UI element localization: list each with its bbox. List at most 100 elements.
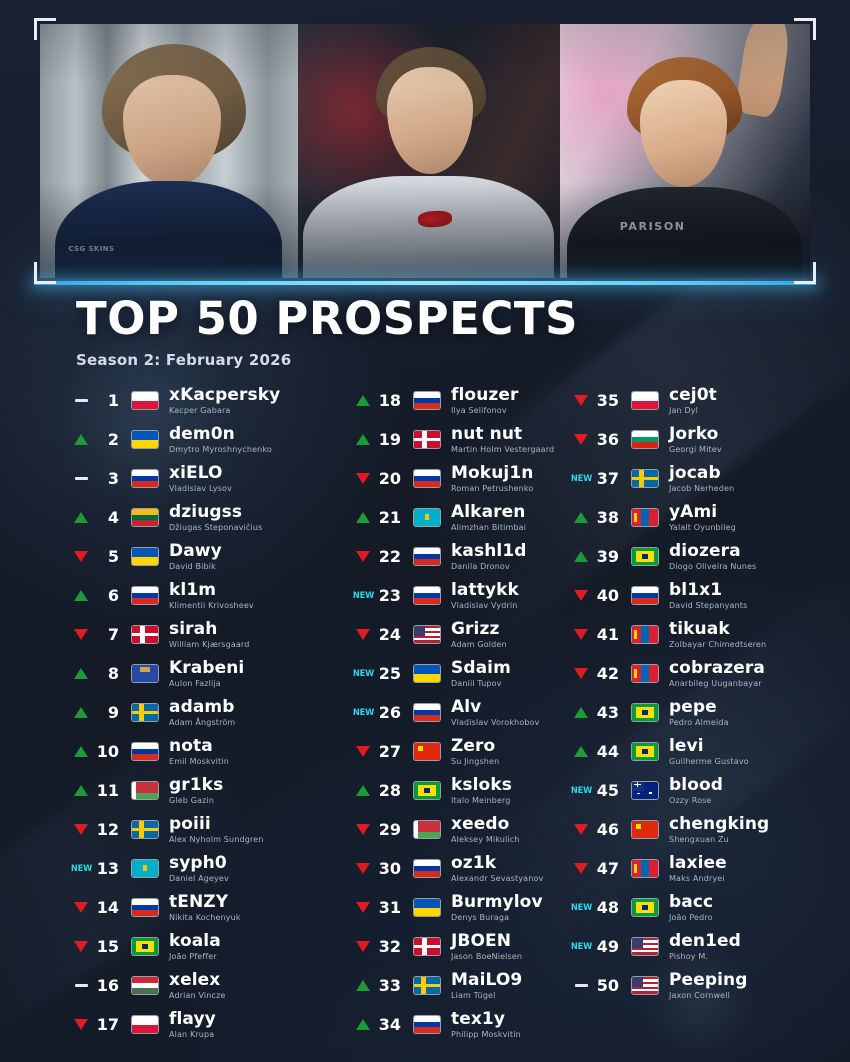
flag-icon-ru xyxy=(413,391,441,410)
prospect-row[interactable]: 27 Zero Su Jingshen xyxy=(352,732,570,771)
prospect-row[interactable]: 10 nota Emil Moskvitin xyxy=(70,732,352,771)
prospect-row[interactable]: 50 Peeping Jaxon Cornwell xyxy=(570,966,850,1005)
prospect-rank: 19 xyxy=(378,430,401,449)
flag-icon-pl xyxy=(131,1015,159,1034)
prospect-nickname: xiELO xyxy=(169,462,223,483)
prospect-rank: 14 xyxy=(96,898,119,917)
triangle-down-icon xyxy=(356,902,370,913)
prospect-rank: 21 xyxy=(378,508,401,527)
trend-down-icon xyxy=(570,824,592,835)
prospect-row[interactable]: NEW 48 bacc João Pedro xyxy=(570,888,850,927)
triangle-up-icon xyxy=(74,590,88,601)
prospect-row[interactable]: 18 flouzer Ilya Selifonov xyxy=(352,381,570,420)
prospect-real-name: Alex Nyholm Sundgren xyxy=(169,834,264,844)
prospect-real-name: Emil Moskvitin xyxy=(169,756,229,766)
prospect-nickname: cej0t xyxy=(669,384,717,405)
prospect-row[interactable]: 46 chengking Shengxuan Zu xyxy=(570,810,850,849)
prospect-row[interactable]: NEW 45 blood Ozzy Rose xyxy=(570,771,850,810)
prospect-real-name: Gleb Gazin xyxy=(169,795,215,805)
prospect-real-name: Guilherme Gustavo xyxy=(669,756,749,766)
prospect-row[interactable]: 36 Jorko Georgi Mitev xyxy=(570,420,850,459)
prospect-row[interactable]: NEW 25 Sdaim Daniil Tupov xyxy=(352,654,570,693)
prospect-row[interactable]: 22 kashl1d Danila Dronov xyxy=(352,537,570,576)
flag-icon-ru xyxy=(413,469,441,488)
prospect-rank: 50 xyxy=(596,976,619,995)
prospect-row[interactable]: 38 yAmi Yalalt Oyunbileg xyxy=(570,498,850,537)
prospect-nickname: lattykk xyxy=(451,579,519,600)
prospect-row[interactable]: 43 pepe Pedro Almeida xyxy=(570,693,850,732)
new-badge-label: NEW xyxy=(352,707,374,718)
prospect-rank: 46 xyxy=(596,820,619,839)
prospect-real-name: Džiugas Steponavičius xyxy=(169,522,263,532)
prospect-nickname: Alv xyxy=(451,696,482,717)
prospect-row[interactable]: 4 dziugss Džiugas Steponavičius xyxy=(70,498,352,537)
prospect-nickname: tikuak xyxy=(669,618,730,639)
flag-icon-br xyxy=(413,781,441,800)
prospect-row[interactable]: NEW 37 jocab Jacob Nerheden xyxy=(570,459,850,498)
prospect-row[interactable]: 41 tikuak Zolbayar Chimedtseren xyxy=(570,615,850,654)
prospect-row[interactable]: 5 Dawy David Bibik xyxy=(70,537,352,576)
prospect-row[interactable]: 33 MaiLO9 Liam Tügel xyxy=(352,966,570,1005)
prospect-identity: dziugss Džiugas Steponavičius xyxy=(169,503,262,533)
trend-up-icon xyxy=(570,512,592,523)
prospect-row[interactable]: 19 nut nut Martin Holm Vestergaard xyxy=(352,420,570,459)
prospect-row[interactable]: 20 Mokuj1n Roman Petrushenko xyxy=(352,459,570,498)
flag-icon-by xyxy=(413,820,441,839)
prospect-row[interactable]: NEW 49 den1ed Pishoy M. xyxy=(570,927,850,966)
flag-icon-ua xyxy=(131,547,159,566)
prospect-row[interactable]: NEW 23 lattykk Vladislav Vydrin xyxy=(352,576,570,615)
triangle-up-icon xyxy=(356,512,370,523)
prospect-row[interactable]: 32 JBOEN Jason BoeNielsen xyxy=(352,927,570,966)
triangle-up-icon xyxy=(356,434,370,445)
triangle-up-icon xyxy=(74,434,88,445)
prospect-row[interactable]: 31 Burmylov Denys Buraga xyxy=(352,888,570,927)
prospect-nickname: yAmi xyxy=(669,501,718,522)
prospect-row[interactable]: 12 poiii Alex Nyholm Sundgren xyxy=(70,810,352,849)
prospect-row[interactable]: 14 tENZY Nikita Kochenyuk xyxy=(70,888,352,927)
prospect-nickname: JBOEN xyxy=(451,930,512,951)
prospect-identity: Dawy David Bibik xyxy=(169,542,222,572)
prospect-row[interactable]: 44 levi Guilherme Gustavo xyxy=(570,732,850,771)
prospect-row[interactable]: 42 cobrazera Anarbileg Uuganbayar xyxy=(570,654,850,693)
prospect-row[interactable]: 39 diozera Diogo Oliveira Nunes xyxy=(570,537,850,576)
prospect-row[interactable]: 40 bl1x1 David Stepanyants xyxy=(570,576,850,615)
prospect-nickname: diozera xyxy=(669,540,741,561)
prospect-row[interactable]: 9 adamb Adam Ångström xyxy=(70,693,352,732)
flag-icon-ru xyxy=(413,703,441,722)
flag-icon-pl xyxy=(631,391,659,410)
prospect-row[interactable]: 2 dem0n Dmytro Myroshnychenko xyxy=(70,420,352,459)
prospect-row[interactable]: 35 cej0t Jan Dyl xyxy=(570,381,850,420)
prospect-identity: blood Ozzy Rose xyxy=(669,776,723,806)
trend-up-icon xyxy=(70,785,92,796)
prospect-row[interactable]: 3 xiELO Vladislav Lysov xyxy=(70,459,352,498)
prospect-row[interactable]: 21 Alkaren Alimzhan Bitimbai xyxy=(352,498,570,537)
prospect-real-name: Daniel Ageyev xyxy=(169,873,229,883)
trend-up-icon xyxy=(570,551,592,562)
prospect-row[interactable]: 8 Krabeni Aulon Fazlija xyxy=(70,654,352,693)
prospect-row[interactable]: 16 xelex Adrian Vincze xyxy=(70,966,352,1005)
prospect-row[interactable]: 28 ksloks Italo Meinberg xyxy=(352,771,570,810)
prospect-row[interactable]: 1 xKacpersky Kacper Gabara xyxy=(70,381,352,420)
flag-icon-us xyxy=(631,937,659,956)
ranking-column-1: 1 xKacpersky Kacper Gabara 2 dem0n Dmytro Myr… xyxy=(70,381,352,1044)
prospect-row[interactable]: NEW 13 syph0 Daniel Ageyev xyxy=(70,849,352,888)
prospect-row[interactable]: 15 koala João Pfeffer xyxy=(70,927,352,966)
prospect-row[interactable]: 7 sirah William Kjærsgaard xyxy=(70,615,352,654)
prospect-row[interactable]: 11 gr1ks Gleb Gazin xyxy=(70,771,352,810)
prospect-identity: tex1y Philipp Moskvitin xyxy=(451,1010,521,1040)
prospect-identity: cobrazera Anarbileg Uuganbayar xyxy=(669,659,765,689)
prospect-rank: 47 xyxy=(596,859,619,878)
prospect-nickname: xeedo xyxy=(451,813,510,834)
prospect-row[interactable]: 34 tex1y Philipp Moskvitin xyxy=(352,1005,570,1044)
prospect-row[interactable]: 47 laxiee Maks Andryei xyxy=(570,849,850,888)
prospect-row[interactable]: 17 flayy Alan Krupa xyxy=(70,1005,352,1044)
prospect-row[interactable]: 29 xeedo Aleksey Mikulich xyxy=(352,810,570,849)
flag-icon-ru xyxy=(413,1015,441,1034)
prospect-row[interactable]: NEW 26 Alv Vladislav Vorokhobov xyxy=(352,693,570,732)
prospect-row[interactable]: 6 kl1m Klimentii Krivosheev xyxy=(70,576,352,615)
prospect-row[interactable]: 30 oz1k Alexandr Sevastyanov xyxy=(352,849,570,888)
prospect-row[interactable]: 24 Grizz Adam Golden xyxy=(352,615,570,654)
prospect-real-name: Maks Andryei xyxy=(669,873,725,883)
prospect-real-name: Vladislav Vydrin xyxy=(451,600,518,610)
prospect-nickname: ksloks xyxy=(451,774,512,795)
